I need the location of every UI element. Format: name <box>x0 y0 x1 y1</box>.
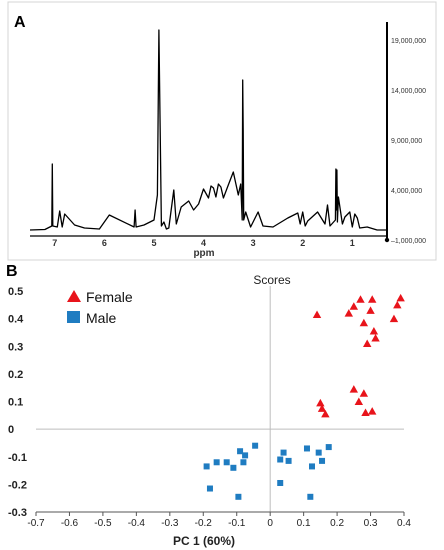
panel-b-ytick-label: 0.4 <box>8 314 24 326</box>
panel-a-ytick-label: 19,000,000 <box>391 38 426 45</box>
male-point <box>235 493 242 500</box>
panel-b-xtick-label: -0.1 <box>228 518 246 529</box>
female-point <box>359 318 369 327</box>
male-point <box>319 457 326 464</box>
panel-b-xtick-label: 0.1 <box>297 518 311 529</box>
female-point <box>396 293 405 302</box>
male-point <box>223 459 230 466</box>
male-point <box>206 485 213 492</box>
panel-a-xtick-label: 4 <box>201 238 206 248</box>
legend: Female Male <box>67 289 133 326</box>
male-point <box>203 463 210 470</box>
male-point <box>315 449 322 456</box>
panel-b-ytick-label: -0.3 <box>8 507 27 519</box>
male-point <box>237 448 244 455</box>
female-point <box>393 300 402 309</box>
male-point <box>213 459 220 466</box>
female-point <box>354 397 364 405</box>
panel-b-ytick-label: -0.1 <box>8 452 27 464</box>
legend-marker-female <box>67 290 81 302</box>
panel-a-xtick-label: 7 <box>52 238 57 248</box>
panel-a-ytick-label: 14,000,000 <box>391 88 426 95</box>
panel-b-xtick-label: -0.4 <box>128 518 146 529</box>
panel-a-ytick-label: –1,000,000 <box>391 238 426 245</box>
legend-marker-male <box>67 311 80 323</box>
female-point <box>371 333 380 342</box>
panel-b-ytick-label: 0.1 <box>8 397 23 409</box>
panel-b-xtick-label: -0.7 <box>27 518 45 529</box>
female-point <box>366 306 375 314</box>
panel-a-spectrum-line <box>29 29 387 231</box>
female-point <box>317 404 327 412</box>
male-point <box>277 456 284 463</box>
female-point <box>312 310 322 318</box>
panel-a-ytick-label: 9,000,000 <box>391 138 422 145</box>
male-point <box>277 479 284 486</box>
panel-a-label: A <box>14 14 26 31</box>
female-point <box>316 398 325 407</box>
female-point <box>361 408 370 417</box>
panel-b-label: B <box>6 263 18 280</box>
panel-b-xtick-label: 0.3 <box>364 518 378 529</box>
panel-b-ytick-label: -0.2 <box>8 479 27 491</box>
female-point <box>349 385 359 393</box>
panel-b-xtick-label: 0 <box>267 518 273 529</box>
male-point <box>325 444 332 451</box>
panel-b-ytick-label: 0.2 <box>8 369 23 381</box>
male-point <box>230 464 237 471</box>
female-point <box>363 339 372 347</box>
panel-b-xlabel: PC 1 (60%) <box>173 534 235 548</box>
panel-b-ytick-label: 0.3 <box>8 341 23 353</box>
female-point <box>359 389 369 397</box>
panel-b-xtick-label: 0.4 <box>397 518 411 529</box>
panel-b-xtick-label: 0.2 <box>330 518 344 529</box>
female-point <box>369 327 379 335</box>
panel-a-ytick-label: 4,000,000 <box>391 188 422 195</box>
male-point <box>252 442 259 449</box>
panel-a-xtick-label: 2 <box>300 238 305 248</box>
panel-a-frame <box>7 1 437 261</box>
panel-a-xlabel: ppm <box>193 248 214 259</box>
panel-b-xtick-label: -0.2 <box>195 518 213 529</box>
panel-a-xtick-label: 6 <box>102 238 107 248</box>
male-point <box>240 459 247 466</box>
female-point <box>389 314 399 323</box>
panel-b-scores-plot: -0.7 -0.6 -0.5 -0.4 -0.3 -0.2 -0.1 0 0.1 0.2 0.3 0.… <box>8 286 411 529</box>
female-point <box>368 295 377 303</box>
male-point <box>280 449 287 456</box>
male-point <box>303 445 310 452</box>
female-point <box>368 407 377 415</box>
female-point <box>356 295 365 303</box>
female-point <box>349 302 359 310</box>
male-point <box>285 457 292 464</box>
panel-a-xtick-label: 1 <box>350 238 355 248</box>
legend-label-male: Male <box>86 310 117 326</box>
panel-a-xtick-label: 5 <box>151 238 156 248</box>
panel-b-title: Scores <box>253 273 290 287</box>
male-point <box>242 452 249 459</box>
legend-label-female: Female <box>86 289 133 305</box>
panel-a-xtick-label: 3 <box>251 238 256 248</box>
panel-b-ytick-label: 0.5 <box>8 286 23 298</box>
male-point <box>307 493 314 500</box>
panel-b-xtick-label: -0.5 <box>94 518 112 529</box>
male-point <box>309 463 315 470</box>
female-point <box>344 309 353 317</box>
panel-a-spectrum: 7 6 5 4 3 2 1 19,000,000 14,000,000 9,000,000 4,00… <box>29 22 426 248</box>
panel-b-ytick-label: 0 <box>8 424 14 436</box>
female-point <box>321 409 330 418</box>
panel-b-xtick-label: -0.3 <box>161 518 179 529</box>
panel-a-axis-end-dot <box>384 237 390 243</box>
panel-b-xtick-label: -0.6 <box>61 518 79 529</box>
